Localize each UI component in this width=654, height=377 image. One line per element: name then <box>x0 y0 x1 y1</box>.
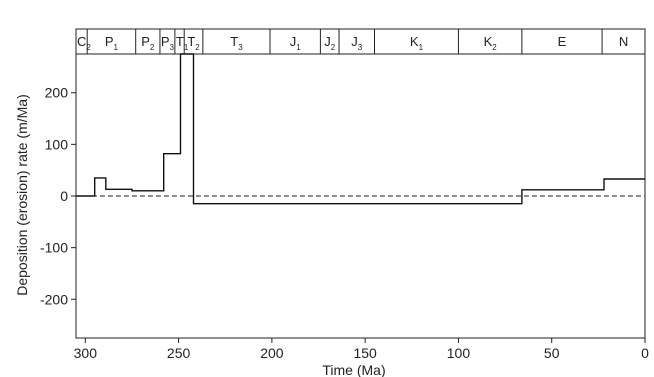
series-line <box>76 53 645 205</box>
y-tick-label: 200 <box>45 85 69 101</box>
x-axis: 300 250 200 150 100 50 0 <box>74 338 649 361</box>
y-tick-label: -200 <box>40 291 68 307</box>
y-axis: 200 100 0 -100 -200 <box>40 85 76 307</box>
x-axis-title: Time (Ma) <box>322 362 385 377</box>
period-label: N <box>619 34 628 49</box>
x-tick-label: 250 <box>167 345 191 361</box>
period-label: T2 <box>187 34 200 52</box>
y-tick-label: -100 <box>40 240 68 256</box>
geologic-period-bar: C2 P1 P2 P3 T1 T2 T3 J1 J2 J3 K1 K2 E N <box>75 28 646 55</box>
period-label: J2 <box>324 34 336 52</box>
period-label: J1 <box>290 34 302 52</box>
x-tick-label: 150 <box>353 345 377 361</box>
period-label: K1 <box>410 34 424 52</box>
period-label: T1 <box>176 34 189 52</box>
period-label: C2 <box>77 34 91 52</box>
period-label: E <box>558 34 567 49</box>
x-tick-label: 200 <box>260 345 284 361</box>
period-label: T3 <box>230 34 243 52</box>
period-label: P2 <box>141 34 155 52</box>
period-label: K2 <box>484 34 498 52</box>
x-tick-label: 0 <box>641 345 649 361</box>
y-axis-title: Deposition (erosion) rate (m/Ma) <box>14 94 30 296</box>
x-tick-label: 50 <box>544 345 560 361</box>
period-label: P3 <box>161 34 175 52</box>
x-tick-label: 100 <box>447 345 471 361</box>
y-tick-label: 0 <box>60 188 68 204</box>
y-tick-label: 100 <box>45 136 69 152</box>
period-label: P1 <box>105 34 119 52</box>
plot-area <box>75 53 646 339</box>
x-tick-label: 300 <box>74 345 98 361</box>
period-label: J3 <box>351 34 363 52</box>
